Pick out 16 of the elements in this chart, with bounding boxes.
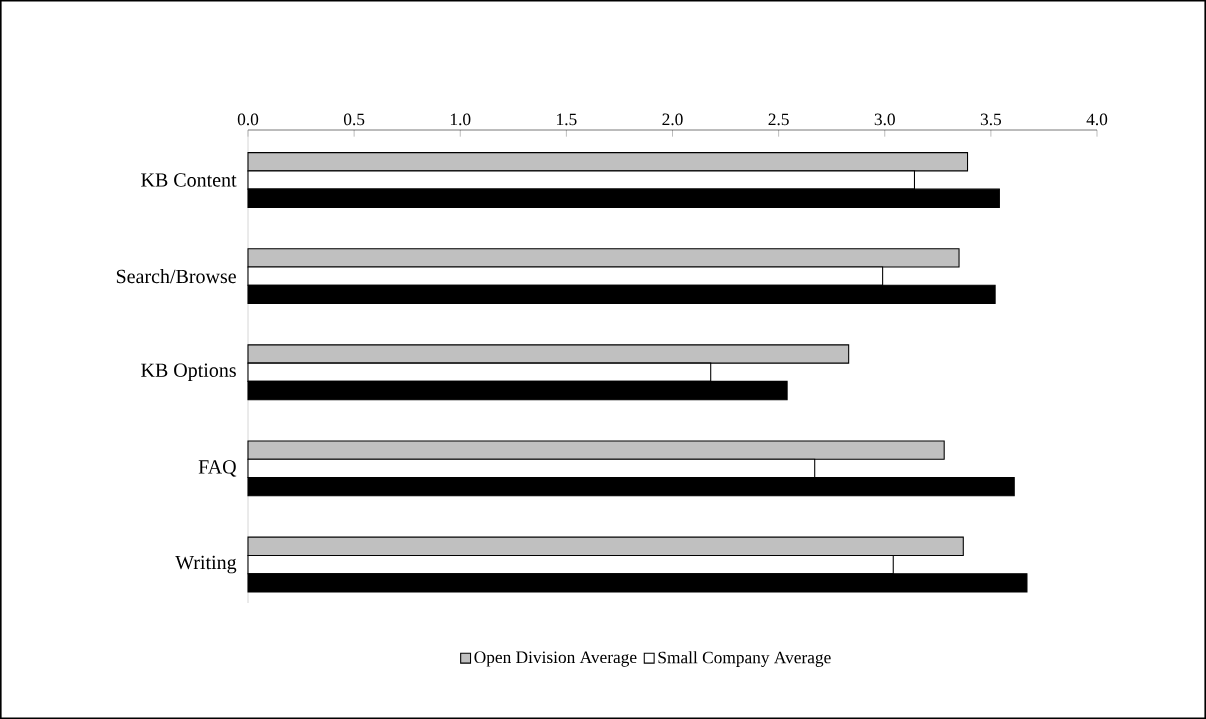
x-tick-label: 1.0 xyxy=(450,113,471,126)
y-tick-label: FAQ xyxy=(198,460,237,477)
x-tick-label: 2.5 xyxy=(768,113,789,126)
y-tick-label: KB Options xyxy=(141,363,236,382)
x-tick-label: 4.0 xyxy=(1086,113,1108,126)
legend-label: Open Division Average xyxy=(474,651,637,667)
x-tick-label: 3.0 xyxy=(874,113,895,126)
x-tick-label: 0.5 xyxy=(343,113,365,126)
x-tick-label: 0.0 xyxy=(237,113,259,126)
y-tick-label: KB Content xyxy=(141,173,237,187)
x-tick-label: 2.0 xyxy=(662,113,683,126)
x-tick-label: 3.5 xyxy=(980,113,1002,126)
y-tick-label: Search/Browse xyxy=(116,269,236,284)
legend-label: Small Company Average xyxy=(658,651,831,667)
y-tick-label: Writing xyxy=(175,555,237,574)
x-tick-label: 1.5 xyxy=(557,113,577,126)
